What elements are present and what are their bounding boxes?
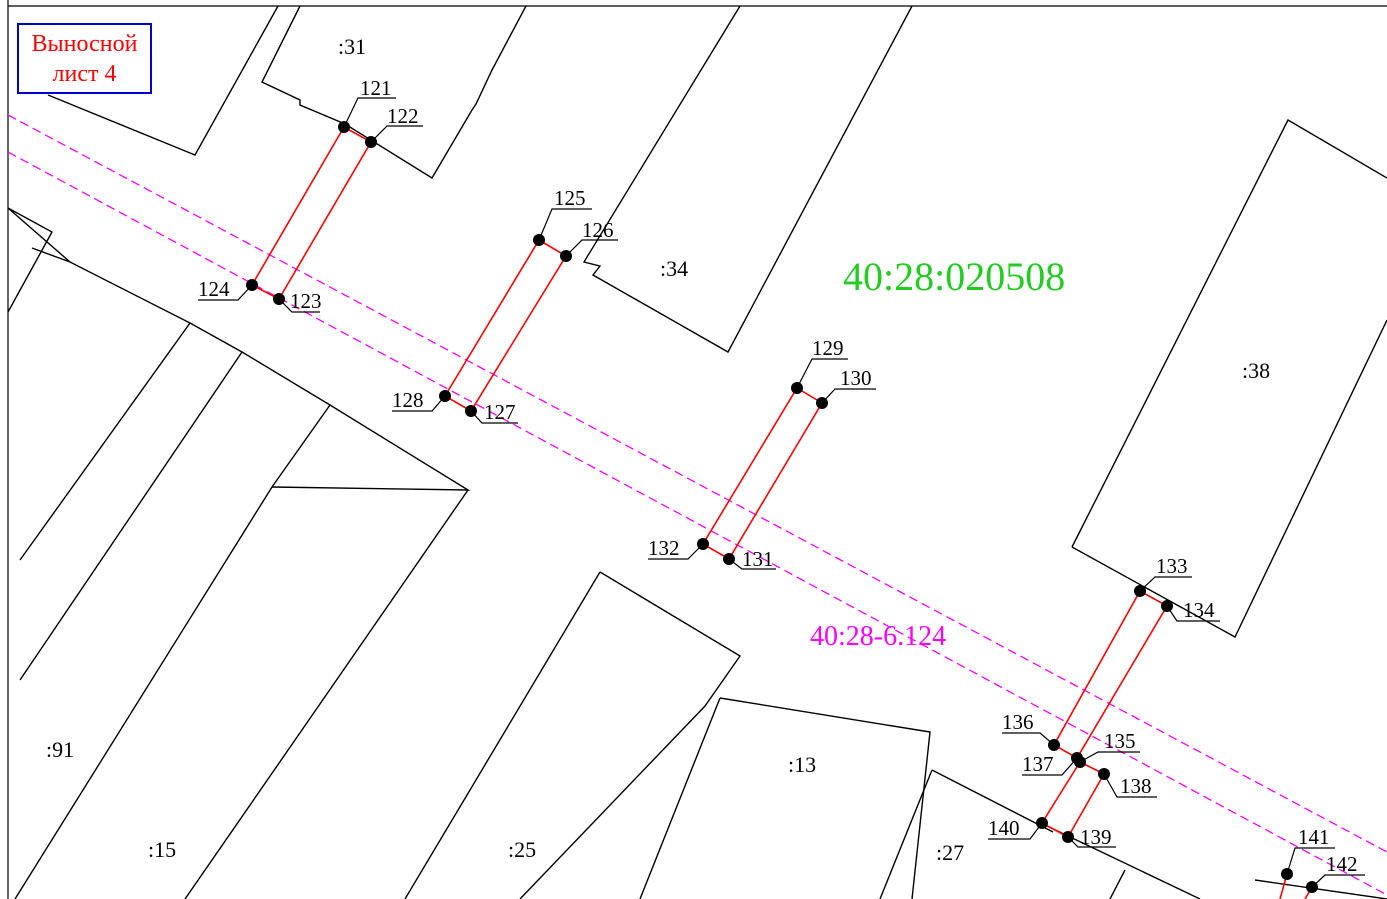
point-label: 134 xyxy=(1183,598,1215,622)
point-label: 124 xyxy=(198,277,230,301)
point-label: 130 xyxy=(840,366,872,390)
parcel-label: :13 xyxy=(788,752,816,777)
point-marker xyxy=(1036,817,1048,829)
point-marker xyxy=(439,390,451,402)
parcel-label: :31 xyxy=(338,34,366,59)
parcel-label: :91 xyxy=(46,737,74,762)
point-marker xyxy=(723,553,735,565)
zone-label: 40:28-6.124 xyxy=(810,621,946,652)
point-labels: 121 122 123 124 125 126 127 128 129 130 … xyxy=(198,76,1358,876)
point-label: 127 xyxy=(484,400,516,424)
point-marker xyxy=(365,136,377,148)
parcel-boundaries xyxy=(7,5,1387,899)
point-label: 137 xyxy=(1022,752,1054,776)
point-label: 139 xyxy=(1080,825,1112,849)
point-label: 141 xyxy=(1298,825,1330,849)
point-marker xyxy=(465,405,477,417)
point-segments xyxy=(250,125,1313,899)
point-marker xyxy=(791,382,803,394)
point-marker xyxy=(1048,739,1060,751)
sheet-label-line2: лист 4 xyxy=(52,61,117,87)
parcel-labels: :31 :34 :38 :91 :15 :25 :13 :27 xyxy=(46,34,1270,865)
point-marker xyxy=(273,293,285,305)
point-marker xyxy=(1306,881,1318,893)
point-marker xyxy=(246,279,258,291)
parcel-label: :25 xyxy=(508,837,536,862)
point-marker xyxy=(1098,768,1110,780)
point-label: 129 xyxy=(812,336,844,360)
point-label: 138 xyxy=(1120,774,1152,798)
parcel-label: :27 xyxy=(936,840,964,865)
sheet-reference-box: Выносной лист 4 xyxy=(17,23,152,94)
point-marker xyxy=(816,397,828,409)
point-markers xyxy=(246,121,1318,893)
parcel-label: :34 xyxy=(660,256,688,281)
point-label: 128 xyxy=(392,388,424,412)
point-label: 136 xyxy=(1002,710,1034,734)
point-marker xyxy=(1161,600,1173,612)
point-marker xyxy=(1134,585,1146,597)
point-label: 122 xyxy=(387,104,419,128)
zone-boundary xyxy=(7,114,1387,896)
block-number: 40:28:020508 xyxy=(843,254,1065,299)
point-label: 125 xyxy=(554,186,586,210)
point-marker xyxy=(697,538,709,550)
parcel-label: :38 xyxy=(1242,358,1270,383)
point-label: 121 xyxy=(360,76,392,100)
point-marker xyxy=(560,250,572,262)
point-marker xyxy=(1062,831,1074,843)
point-label: 132 xyxy=(648,536,680,560)
point-label: 142 xyxy=(1326,852,1358,876)
point-label: 123 xyxy=(290,289,322,313)
point-marker xyxy=(1281,868,1293,880)
point-label: 131 xyxy=(742,547,774,571)
point-label: 135 xyxy=(1104,729,1136,753)
point-label: 140 xyxy=(988,816,1020,840)
point-leaders xyxy=(198,97,1365,888)
point-marker xyxy=(533,234,545,246)
point-marker xyxy=(1074,756,1086,768)
sheet-label-line1: Выносной xyxy=(31,31,138,57)
point-marker xyxy=(338,121,350,133)
point-label: 126 xyxy=(582,218,614,242)
parcel-label: :15 xyxy=(148,837,176,862)
point-label: 133 xyxy=(1156,554,1188,578)
